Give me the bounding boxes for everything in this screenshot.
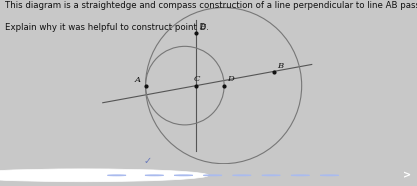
Text: C: C [193, 75, 200, 83]
Text: B: B [277, 62, 283, 70]
Text: D: D [226, 75, 234, 83]
Text: This diagram is a straightedge and compass construction of a line perpendicular : This diagram is a straightedge and compa… [5, 1, 417, 10]
Circle shape [0, 169, 208, 182]
Text: >: > [402, 170, 411, 180]
Text: ✓: ✓ [144, 156, 152, 166]
Text: Explain why it was helpful to construct point D.: Explain why it was helpful to construct … [5, 23, 209, 32]
Text: A: A [134, 76, 141, 84]
Text: E: E [199, 23, 205, 31]
